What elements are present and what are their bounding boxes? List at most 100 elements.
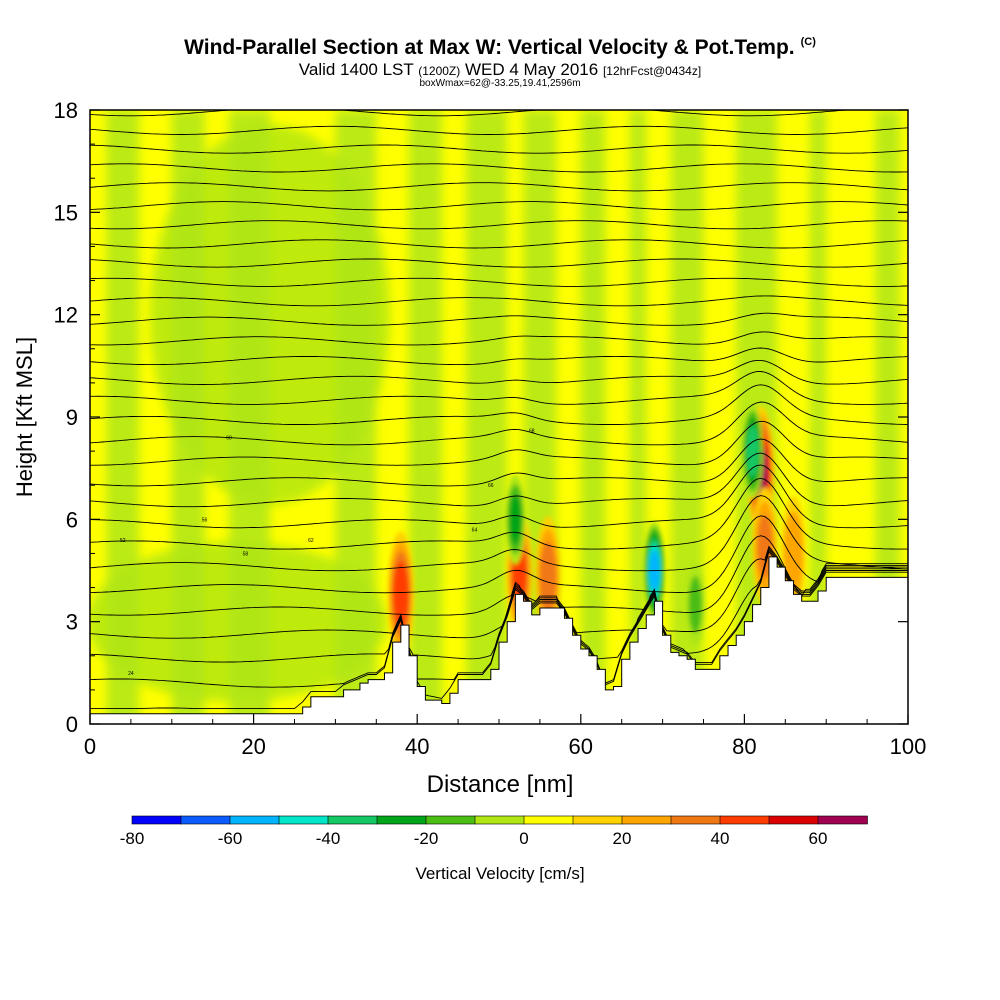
copyright-mark: (C) (800, 36, 816, 48)
axes: 0 20 40 60 80 100 0 3 6 9 12 15 18 (54, 98, 927, 759)
valid-utc: (1200Z) (418, 64, 461, 78)
green-band-7 (580, 110, 606, 724)
x-tick-label-0: 0 (84, 734, 96, 759)
forecast-info: [12hrFcst@0434z] (602, 64, 702, 78)
colorbar: -80 -60 -40 -20 0 20 40 60 (120, 815, 868, 848)
theta-contour-20 (90, 277, 908, 287)
colorbar-tick-label-7: 60 (809, 829, 828, 848)
contour-label-0: 24 (128, 671, 134, 677)
green-region-lower (90, 541, 388, 702)
theta-contour-5 (90, 515, 908, 594)
theta-contour-14 (90, 371, 908, 405)
x-tick-label-4: 80 (732, 734, 756, 759)
green-region-upper (149, 124, 390, 505)
theta-contour-19 (90, 295, 908, 307)
theta-contour-0 (90, 550, 908, 710)
updraft-cell-5-1 (784, 511, 803, 596)
theta-contour-25 (90, 182, 908, 192)
colorbar-swatch-5 (376, 815, 427, 825)
contour-label-3: 58 (243, 551, 249, 557)
theta-contour-9 (90, 452, 908, 508)
theta-contour-28 (90, 125, 908, 135)
colorbar-tick-label-1: -60 (218, 829, 243, 848)
updraft-cell-2-2 (539, 540, 557, 614)
x-tick-label-3: 60 (569, 734, 593, 759)
colorbar-title: Vertical Velocity [cm/s] (415, 864, 585, 883)
y-tick-label-0: 0 (66, 712, 78, 737)
theta-contour-1 (90, 549, 908, 688)
colorbar-tick-label-4: 0 (519, 829, 528, 848)
colorbar-swatch-1 (180, 815, 231, 825)
contour-label-2: 56 (202, 517, 208, 523)
theta-contour-2 (90, 547, 908, 663)
y-tick-label-1: 3 (66, 610, 78, 635)
colorbar-tick-label-6: 40 (711, 829, 730, 848)
colorbar-swatch-11 (670, 815, 721, 825)
terrain-mask (89, 556, 909, 725)
colorbar-tick-label-0: -80 (120, 829, 145, 848)
contour-label-1: 52 (120, 538, 126, 544)
theta-contour-15 (90, 359, 908, 385)
colorbar-swatch-2 (229, 815, 280, 825)
green-band-5 (466, 110, 508, 724)
x-tick-label-1: 20 (241, 734, 265, 759)
theta-contour-11 (90, 420, 908, 466)
colorbar-swatch-10 (621, 815, 672, 825)
x-axis-label: Distance [nm] (427, 771, 574, 798)
downdraft-cell-1-3 (746, 425, 759, 478)
theta-contour-24 (90, 201, 908, 211)
colorbar-swatch-7 (474, 815, 525, 825)
colorbar-swatch-3 (278, 815, 329, 825)
theta-contour-13 (90, 384, 908, 425)
colorbar-swatch-13 (768, 815, 819, 825)
y-tick-label-4: 12 (54, 303, 78, 328)
colorbar-tick-label-3: -20 (414, 829, 439, 848)
valid-time: Valid 1400 LST (298, 60, 414, 79)
colorbar-swatch-9 (572, 815, 623, 825)
y-tick-label-2: 6 (66, 507, 78, 532)
theta-contour-22 (90, 239, 908, 249)
theta-contour-4 (90, 535, 908, 616)
colorbar-tick-label-2: -40 (316, 829, 341, 848)
downdraft-cell-2-2 (509, 494, 522, 545)
contour-label-4: 60 (226, 435, 232, 441)
colorbar-swatch-8 (523, 815, 574, 825)
theta-contour-12 (90, 401, 908, 446)
theta-contour-10 (90, 438, 908, 487)
theta-contour-23 (90, 220, 908, 230)
theta-contour-6 (90, 495, 908, 572)
x-tick-label-5: 100 (890, 734, 927, 759)
theta-contour-7 (90, 477, 908, 550)
y-tick-label-6: 18 (54, 98, 78, 123)
theta-contour-26 (90, 163, 908, 173)
y-tick-label-3: 9 (66, 405, 78, 430)
theta-contour-8 (90, 464, 908, 529)
theta-contour-21 (90, 258, 908, 268)
y-axis-label: Height [Kft MSL] (12, 337, 37, 497)
theta-contour-17 (90, 331, 908, 346)
theta-contour-27 (90, 144, 908, 154)
contour-label-6: 64 (472, 528, 478, 534)
valid-date: WED 4 May 2016 (464, 60, 599, 79)
chart-title: Wind-Parallel Section at Max W: Vertical… (184, 36, 816, 59)
colorbar-swatch-14 (817, 815, 868, 825)
contour-label-7: 66 (488, 483, 494, 489)
colorbar-swatch-4 (327, 815, 378, 825)
x-tick-label-2: 40 (405, 734, 429, 759)
contour-label-8: 68 (529, 429, 535, 435)
colorbar-swatch-12 (719, 815, 770, 825)
updraft-cell-0-3 (393, 561, 409, 628)
colorbar-swatch-0 (131, 815, 182, 825)
theta-contour-18 (90, 312, 908, 326)
contour-label-5: 62 (308, 538, 314, 544)
downdraft-cell-3-1 (688, 576, 702, 633)
theta-contour-16 (90, 347, 908, 366)
y-tick-label-5: 15 (54, 200, 78, 225)
chart-subtitle: Valid 1400 LST (1200Z) WED 4 May 2016 [1… (0, 60, 1000, 80)
theta-contour-3 (90, 545, 908, 639)
theta-contours: 24 52 56 58 60 62 64 66 68 (90, 110, 908, 710)
colorbar-tick-label-5: 20 (613, 829, 632, 848)
colorbar-swatch-6 (425, 815, 476, 825)
box-wmax-info: boxWmax=62@-33.25,19.41,2596m (419, 78, 581, 89)
